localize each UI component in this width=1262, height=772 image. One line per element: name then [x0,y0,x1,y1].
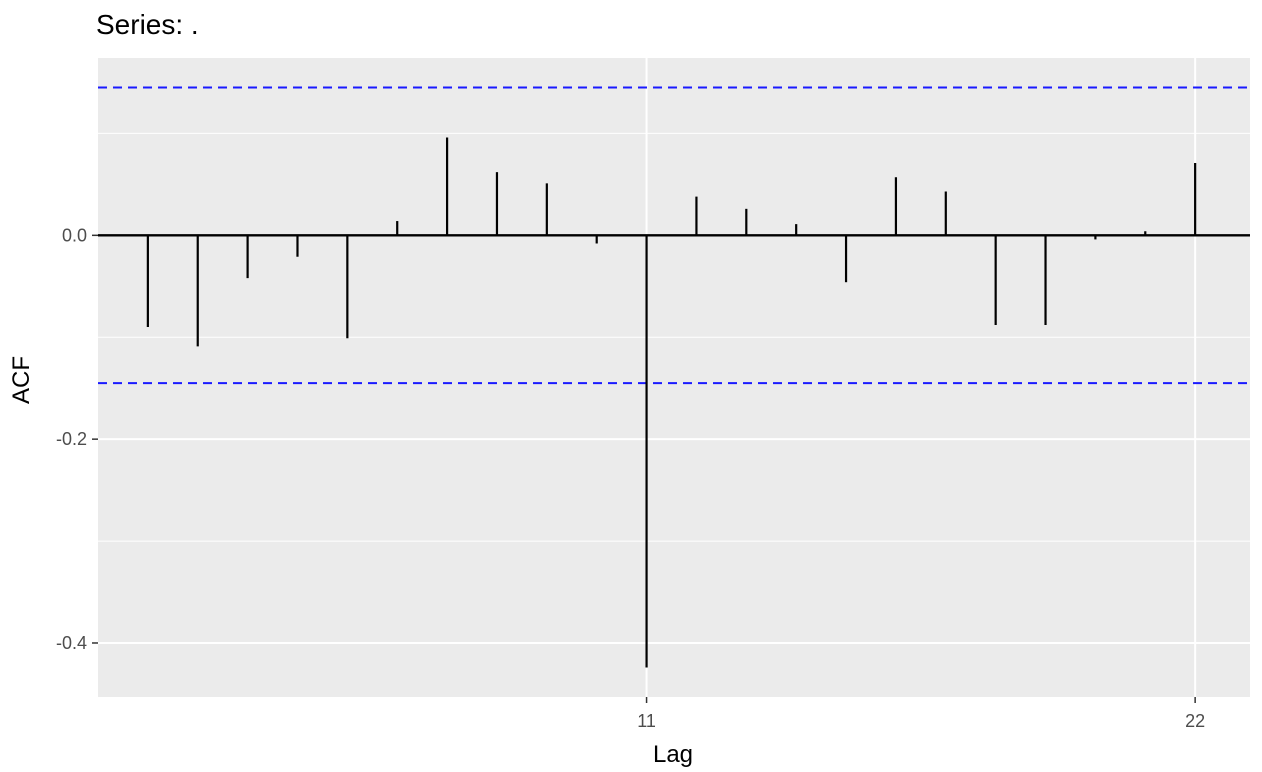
y-axis-tick-labels: 0.0 -0.2 -0.4 [56,225,98,653]
x-tick-label: 11 [637,711,656,731]
chart-title: Series: . [96,9,199,40]
grid-minor [98,132,1250,542]
y-tick-label: 0.0 [62,225,87,245]
y-tick-label: -0.2 [56,429,87,449]
y-axis-label: ACF [8,356,35,404]
confidence-bounds [98,86,1250,385]
x-tick-label: 22 [1185,711,1205,731]
acf-spikes [146,137,1197,668]
plot-panel [98,58,1250,697]
x-axis-label: Lag [653,741,693,768]
x-axis-tick-labels: 11 22 [637,697,1205,731]
y-tick-label: -0.4 [56,633,87,653]
